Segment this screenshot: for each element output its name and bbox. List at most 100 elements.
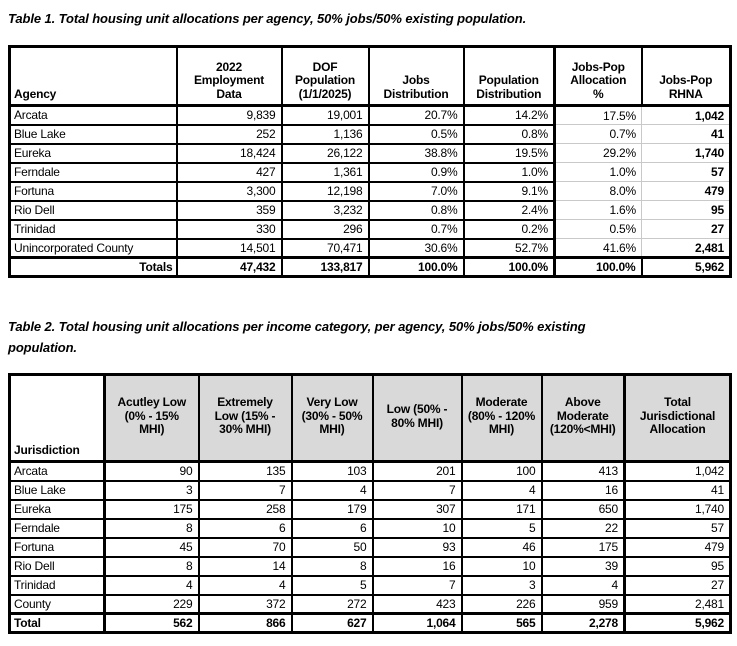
table1-row-rio-dell: Rio Dell 359 3,232 0.8% 2.4% 1.6% 95 — [8, 199, 732, 221]
cell: 27 — [623, 574, 732, 596]
cell: 135 — [197, 460, 293, 482]
cell: 45 — [103, 536, 200, 558]
table1-row-fortuna: Fortuna 3,300 12,198 7.0% 9.1% 8.0% 479 — [8, 180, 732, 202]
cell: 70 — [197, 536, 293, 558]
cell: 562 — [103, 612, 200, 634]
cell: 3 — [103, 479, 200, 501]
cell: 1,361 — [280, 161, 370, 183]
cell: 9,839 — [175, 104, 283, 126]
row-label: Blue Lake — [8, 123, 178, 145]
row-label: Trinidad — [8, 574, 106, 596]
cell: 179 — [290, 498, 374, 520]
cell: 4 — [540, 574, 626, 596]
cell: 5,962 — [623, 612, 732, 634]
row-label: Fortuna — [8, 536, 106, 558]
cell: 7 — [197, 479, 293, 501]
cell: 52.7% — [462, 237, 556, 259]
table2-col-header-extremely: Extremely Low (15% - 30% MHI) — [197, 373, 293, 463]
cell: 8 — [290, 555, 374, 577]
cell: 258 — [197, 498, 293, 520]
table2-col-header-above: Above Moderate (120%<MHI) — [540, 373, 626, 463]
cell: 41.6% — [553, 238, 642, 258]
cell: 866 — [197, 612, 293, 634]
table2-totals-row: Total 562 866 627 1,064 565 2,278 5,962 — [8, 612, 732, 634]
cell: 46 — [460, 536, 543, 558]
cell: 41 — [623, 479, 732, 501]
row-label: Ferndale — [8, 161, 178, 183]
cell: 1,064 — [371, 612, 463, 634]
cell: 8 — [103, 517, 200, 539]
cell: 959 — [540, 593, 626, 615]
cell: 8.0% — [553, 181, 642, 201]
table2-row-ferndale: Ferndale 8 6 6 10 5 22 57 — [8, 517, 732, 539]
row-label: County — [8, 593, 106, 615]
cell: 3,232 — [280, 199, 370, 221]
cell: 2.4% — [462, 199, 556, 221]
cell: 1,740 — [623, 498, 732, 520]
cell: 50 — [290, 536, 374, 558]
cell: 2,481 — [641, 238, 732, 258]
cell: 0.2% — [462, 218, 556, 240]
table1-totals-row: Totals 47,432 133,817 100.0% 100.0% 100.0% 5,9… — [8, 256, 732, 278]
cell: 359 — [175, 199, 283, 221]
row-label: Eureka — [8, 142, 178, 164]
row-label: Blue Lake — [8, 479, 106, 501]
table1-header-row: Agency 2022 Employment Data DOF Population… — [8, 45, 732, 107]
cell: 6 — [290, 517, 374, 539]
cell: 6 — [197, 517, 293, 539]
table2-col-header-moderate: Moderate (80% - 120% MHI) — [460, 373, 543, 463]
cell: 95 — [623, 555, 732, 577]
cell: 175 — [103, 498, 200, 520]
cell: 20.7% — [367, 104, 465, 126]
cell: 16 — [371, 555, 463, 577]
table1-col-header-population: Population Distribution — [462, 45, 556, 107]
cell: 479 — [641, 181, 732, 201]
cell: 627 — [290, 612, 374, 634]
cell: 1.0% — [462, 161, 556, 183]
cell: 30.6% — [367, 237, 465, 259]
cell: 1.6% — [553, 200, 642, 220]
table2-col-header-jurisdiction: Jurisdiction — [8, 373, 106, 463]
cell: 12,198 — [280, 180, 370, 202]
cell: 0.9% — [367, 161, 465, 183]
cell: 171 — [460, 498, 543, 520]
table2-col-header-low-50: Low (50% - 80% MHI) — [371, 373, 463, 463]
table1-col-header-jobs-pop: Jobs-Pop RHNA — [640, 45, 732, 107]
row-label: Totals — [8, 256, 178, 278]
cell: 57 — [641, 162, 732, 182]
table2-body: Arcata 90 135 103 201 100 413 1,042 Blue Lake 3 7 4… — [8, 460, 732, 634]
cell: 16 — [540, 479, 626, 501]
cell: 27 — [641, 219, 732, 239]
table1-row-unincorporated-county: Unincorporated County 14,501 70,471 30.6% 52… — [8, 237, 732, 259]
cell: 29.2% — [553, 143, 642, 163]
cell: 18,424 — [175, 142, 283, 164]
cell: 5 — [290, 574, 374, 596]
cell: 479 — [623, 536, 732, 558]
cell: 4 — [460, 479, 543, 501]
cell: 5 — [460, 517, 543, 539]
cell: 650 — [540, 498, 626, 520]
cell: 1,042 — [641, 105, 732, 125]
cell: 7 — [371, 574, 463, 596]
table2-title: Table 2. Total housing unit allocations … — [8, 319, 586, 355]
table2-row-eureka: Eureka 175 258 179 307 171 650 1,740 — [8, 498, 732, 520]
cell: 0.5% — [367, 123, 465, 145]
cell: 133,817 — [280, 256, 370, 278]
table1-row-arcata: Arcata 9,839 19,001 20.7% 14.2% 17.5% 1,042 — [8, 104, 732, 126]
table2-col-header-very-low: Very Low (30% - 50% MHI) — [290, 373, 374, 463]
cell: 1,740 — [641, 143, 732, 163]
cell: 5,962 — [640, 256, 732, 278]
cell: 0.5% — [553, 219, 642, 239]
cell: 47,432 — [175, 256, 283, 278]
cell: 93 — [371, 536, 463, 558]
cell: 2,278 — [540, 612, 626, 634]
table1-col-header-jobs-pop: Jobs-Pop Allocation % — [553, 45, 643, 107]
cell: 4 — [197, 574, 293, 596]
cell: 201 — [371, 460, 463, 482]
cell: 3,300 — [175, 180, 283, 202]
cell: 0.8% — [462, 123, 556, 145]
table1-row-blue-lake: Blue Lake 252 1,136 0.5% 0.8% 0.7% 41 — [8, 123, 732, 145]
table1-header: Agency 2022 Employment Data DOF Population… — [8, 45, 732, 107]
cell: 307 — [371, 498, 463, 520]
